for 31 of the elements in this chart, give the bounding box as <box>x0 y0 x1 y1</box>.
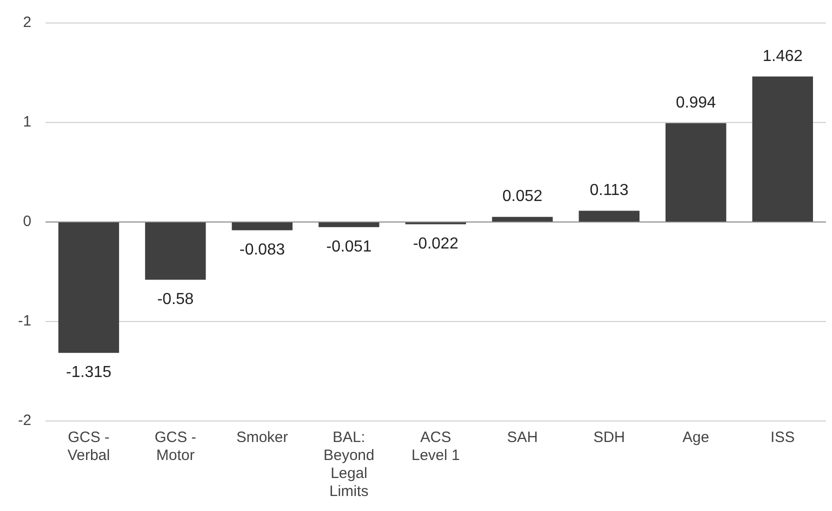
data-label: -0.022 <box>412 236 458 253</box>
bar <box>318 222 380 228</box>
x-tick-label: SAH <box>506 429 538 446</box>
data-label: -0.051 <box>326 238 372 256</box>
y-tick-label: 0 <box>22 213 32 230</box>
x-tick-label: GCS - Verbal <box>67 429 110 464</box>
x-tick-label: BAL: Beyond Legal Limits <box>323 429 374 500</box>
data-label: 0.052 <box>502 188 543 206</box>
bar <box>666 123 726 222</box>
y-tick-label: 2 <box>22 14 32 32</box>
data-label: 0.113 <box>590 182 629 200</box>
data-label: -1.315 <box>66 364 112 382</box>
y-tick-label: -2 <box>18 412 32 430</box>
x-tick-label: Age <box>682 429 710 446</box>
bar <box>492 216 553 222</box>
x-tick-label: Smoker <box>236 429 288 446</box>
x-tick-label: ACS Level 1 <box>411 429 460 464</box>
data-label: 1.462 <box>762 48 803 65</box>
data-label: -0.083 <box>240 242 285 259</box>
bar <box>578 210 640 222</box>
bar <box>752 76 813 222</box>
bar <box>232 222 293 230</box>
y-tick-label: -1 <box>18 312 32 330</box>
bar <box>58 222 120 353</box>
x-tick-label: ISS <box>770 429 795 446</box>
x-tick-label: SDH <box>593 429 625 446</box>
bar <box>145 222 206 280</box>
data-label: -0.58 <box>157 291 194 308</box>
y-tick-label: 1 <box>22 114 32 131</box>
x-tick-label: GCS - Motor <box>154 429 196 464</box>
data-label: 0.994 <box>676 94 716 112</box>
